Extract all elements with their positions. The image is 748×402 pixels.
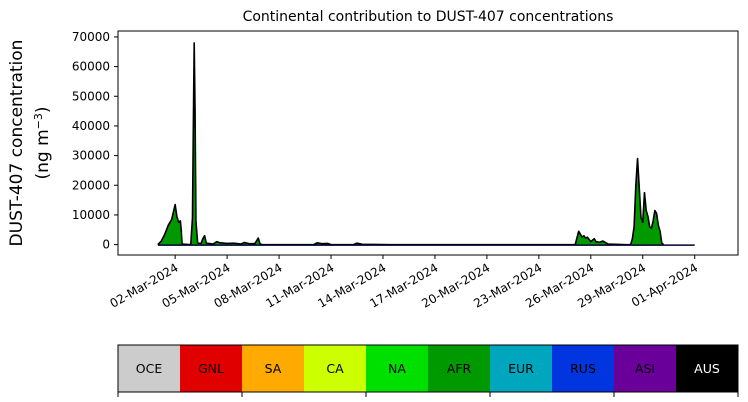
y-tick-label-0: 0: [102, 238, 110, 252]
y-tick-label-6: 60000: [72, 60, 110, 74]
legend-swatch-na: [366, 345, 429, 392]
y-tick-label-5: 50000: [72, 89, 110, 103]
series-area-0: [157, 42, 664, 245]
series-line-0: [157, 42, 665, 246]
y-axis-label: DUST-407 concentration (ng m−3): [7, 40, 53, 247]
legend-swatch-afr: [428, 345, 491, 392]
legend-label-afr: AFR: [447, 361, 472, 376]
legend-swatch-rus: [552, 345, 615, 392]
y-tick-label-1: 10000: [72, 208, 110, 222]
legend-label-rus: RUS: [570, 361, 596, 376]
legend-swatch-eur: [490, 345, 553, 392]
y-axis-label-exponent: −3: [32, 113, 45, 129]
legend-swatch-asi: [614, 345, 677, 392]
y-axis-label-unit: (ng m: [33, 129, 53, 179]
y-tick-label-2: 20000: [72, 178, 110, 192]
chart-title: Continental contribution to DUST-407 con…: [243, 9, 614, 25]
plot-area: 01000020000300004000050000600007000002-M…: [72, 30, 739, 311]
legend-swatch-ca: [304, 345, 367, 392]
legend-label-sa: SA: [265, 361, 282, 376]
y-axis-label-close: ): [33, 106, 53, 113]
legend-label-asi: ASI: [635, 361, 655, 376]
y-axis-label-line1: DUST-407 concentration: [7, 40, 27, 247]
legend-label-na: NA: [388, 361, 406, 376]
legend-label-eur: EUR: [508, 361, 534, 376]
y-axis-label-line2: (ng m−3): [32, 106, 54, 179]
legend-frame: [117, 344, 739, 393]
legend-swatch-gnl: [180, 345, 243, 392]
legend-label-gnl: GNL: [198, 361, 224, 376]
legend-swatch-aus: [676, 345, 739, 392]
y-tick-label-3: 30000: [72, 149, 110, 163]
y-tick-label-7: 70000: [72, 30, 110, 44]
plot-frame: [117, 30, 739, 256]
legend-label-aus: AUS: [694, 361, 720, 376]
legend-swatch-oce: [118, 345, 181, 392]
y-tick-label-4: 40000: [72, 119, 110, 133]
legend-bar: OCE GNL SA CA NA AFR EUR RUS ASI AUS: [117, 344, 739, 397]
legend-label-ca: CA: [326, 361, 344, 376]
legend-label-oce: OCE: [136, 361, 163, 376]
legend-swatch-sa: [242, 345, 305, 392]
